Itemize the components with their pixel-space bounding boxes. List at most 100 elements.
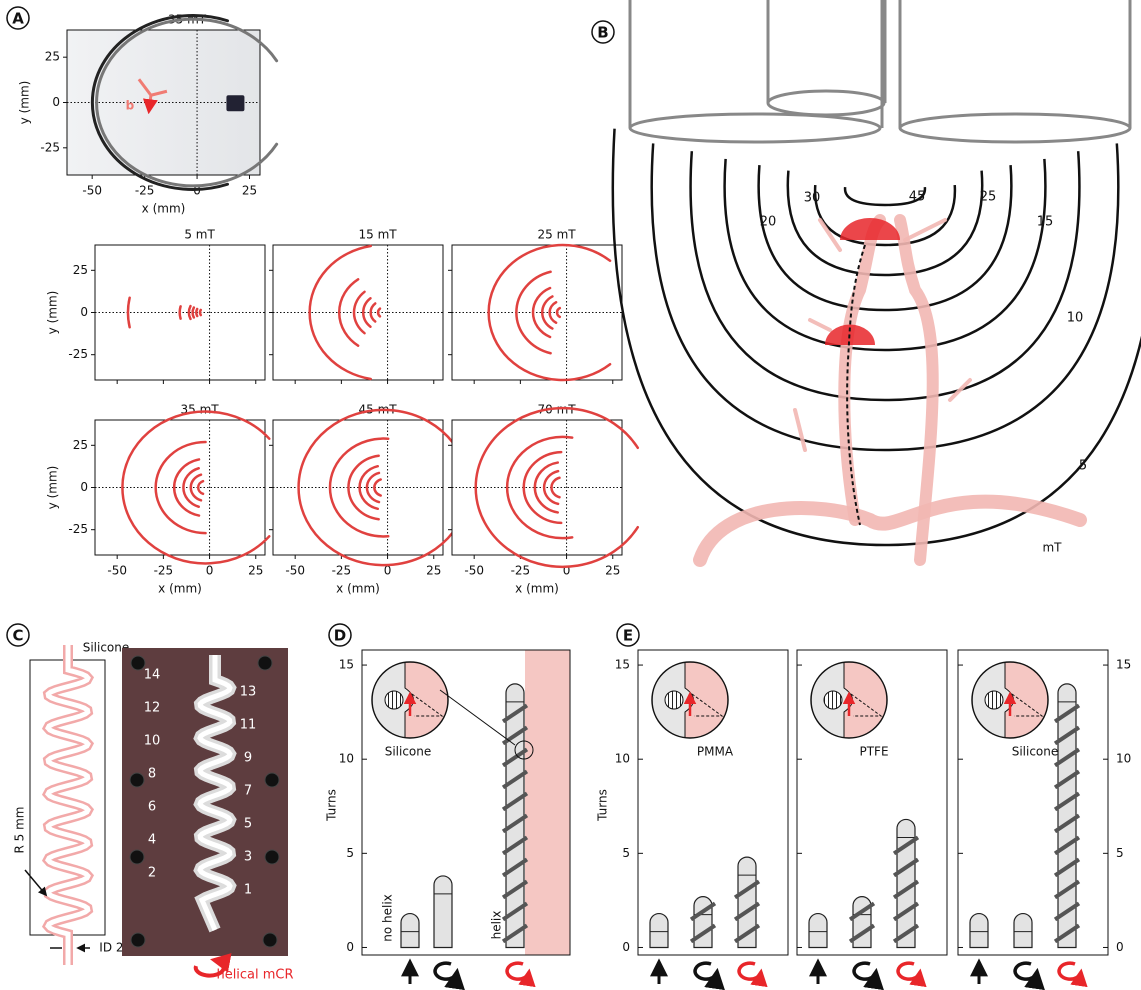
channel-number: 5 bbox=[244, 817, 252, 832]
channel-number: 13 bbox=[240, 685, 257, 700]
motion-icon bbox=[1015, 963, 1037, 979]
motion-icon bbox=[507, 963, 529, 979]
x-tick-label: 25 bbox=[248, 564, 263, 578]
magnet-cylinders bbox=[630, 0, 1130, 142]
panel-label: E bbox=[623, 627, 633, 645]
contour-label: 25 bbox=[980, 190, 997, 205]
contour-label: 30 bbox=[804, 191, 821, 206]
bar bbox=[1014, 914, 1032, 948]
channel-number: 11 bbox=[240, 718, 257, 733]
screw bbox=[265, 773, 279, 787]
inset-fluid bbox=[844, 660, 889, 740]
x-tick-label: -50 bbox=[107, 564, 127, 578]
screw bbox=[130, 850, 144, 864]
y-tick-label: 10 bbox=[615, 752, 630, 766]
trajectory bbox=[180, 306, 181, 318]
y-tick-label: 25 bbox=[73, 263, 88, 277]
y-axis-label: Turns bbox=[596, 789, 610, 822]
radius-label: R 5 mm bbox=[13, 807, 27, 854]
channel-number: 8 bbox=[148, 767, 156, 782]
channel-number: 3 bbox=[244, 850, 252, 865]
screw bbox=[130, 773, 144, 787]
x-tick-label: -25 bbox=[135, 184, 155, 198]
trajectory bbox=[193, 308, 194, 318]
page: {"panel_a":{"label":"A","top_title":"35 … bbox=[0, 0, 1141, 990]
y-tick-label: -25 bbox=[68, 347, 88, 361]
y-tick-label: 10 bbox=[339, 752, 354, 766]
panel-label: D bbox=[334, 627, 346, 645]
motion-icon bbox=[739, 963, 761, 979]
x-tick-label: -50 bbox=[464, 564, 484, 578]
vessel bbox=[795, 220, 970, 450]
x-axis-label: x (mm) bbox=[158, 582, 202, 596]
inset-fluid bbox=[405, 660, 450, 740]
y-tick-label: 5 bbox=[346, 846, 354, 860]
motion-icon bbox=[854, 963, 876, 979]
y-tick-label: 25 bbox=[45, 50, 60, 64]
y-tick-label: 0 bbox=[346, 940, 354, 954]
trajectory bbox=[196, 309, 197, 316]
inset-robot bbox=[985, 691, 1003, 709]
y-axis-label: y (mm) bbox=[46, 291, 60, 335]
contour-label: 5 bbox=[1079, 459, 1087, 474]
bar bbox=[650, 914, 668, 948]
panel-label: C bbox=[12, 627, 23, 645]
bar-label: helix bbox=[490, 911, 504, 940]
field-contour bbox=[652, 143, 1119, 450]
inset-label: PTFE bbox=[859, 745, 888, 759]
channel-number: 6 bbox=[148, 800, 156, 815]
plot-title: 25 mT bbox=[538, 228, 577, 242]
x-tick-label: 0 bbox=[206, 564, 214, 578]
device-label: helical mCR bbox=[216, 968, 293, 983]
y-tick-label: 15 bbox=[1116, 658, 1131, 672]
y-tick-label: 10 bbox=[1116, 752, 1131, 766]
x-tick-label: -50 bbox=[82, 184, 102, 198]
inset-label: PMMA bbox=[697, 745, 734, 759]
channel-number: 4 bbox=[148, 833, 156, 848]
contour-label: 15 bbox=[1037, 215, 1054, 230]
force-label: b bbox=[126, 99, 135, 113]
y-axis-label: y (mm) bbox=[46, 466, 60, 510]
channel-number: 7 bbox=[244, 784, 252, 799]
motion-icon bbox=[1059, 963, 1081, 979]
channel-number: 12 bbox=[144, 701, 161, 716]
x-tick-label: 25 bbox=[242, 184, 257, 198]
bar bbox=[809, 914, 827, 948]
unit-label: mT bbox=[1042, 541, 1062, 555]
motion-icon bbox=[435, 963, 457, 979]
y-tick-label: -25 bbox=[40, 140, 60, 154]
y-tick-label: 5 bbox=[622, 846, 630, 860]
y-tick-label: -25 bbox=[68, 522, 88, 536]
inset-robot bbox=[665, 691, 683, 709]
contour-label: 45 bbox=[909, 190, 926, 205]
y-axis-label: Turns bbox=[325, 789, 339, 822]
vessel bbox=[700, 502, 1080, 560]
contour-label: 10 bbox=[1067, 311, 1084, 326]
y-axis-label: y (mm) bbox=[18, 81, 32, 125]
inset-label: Silicone bbox=[385, 745, 432, 759]
bar bbox=[401, 914, 419, 948]
x-tick-label: -50 bbox=[285, 564, 305, 578]
device-holder bbox=[226, 95, 244, 111]
y-tick-label: 5 bbox=[1116, 846, 1124, 860]
trajectory bbox=[200, 310, 201, 315]
thrombus bbox=[840, 218, 900, 240]
inset-fluid bbox=[685, 660, 730, 740]
channel-number: 9 bbox=[244, 751, 252, 766]
panel-label: A bbox=[12, 10, 24, 28]
inset-robot bbox=[385, 691, 403, 709]
inset-fluid bbox=[1005, 660, 1050, 740]
motion-icon bbox=[898, 963, 920, 979]
x-axis-label: x (mm) bbox=[336, 582, 380, 596]
bar bbox=[970, 914, 988, 948]
channel-number: 2 bbox=[148, 866, 156, 881]
motion-icon bbox=[695, 963, 717, 979]
x-tick-label: 25 bbox=[426, 564, 441, 578]
vessel bbox=[844, 220, 880, 520]
channel-number: 10 bbox=[144, 734, 161, 749]
field-contour bbox=[613, 129, 1141, 545]
panel-label: B bbox=[597, 24, 608, 42]
bar bbox=[434, 876, 452, 948]
y-tick-label: 0 bbox=[52, 95, 60, 109]
x-tick-label: -25 bbox=[332, 564, 352, 578]
